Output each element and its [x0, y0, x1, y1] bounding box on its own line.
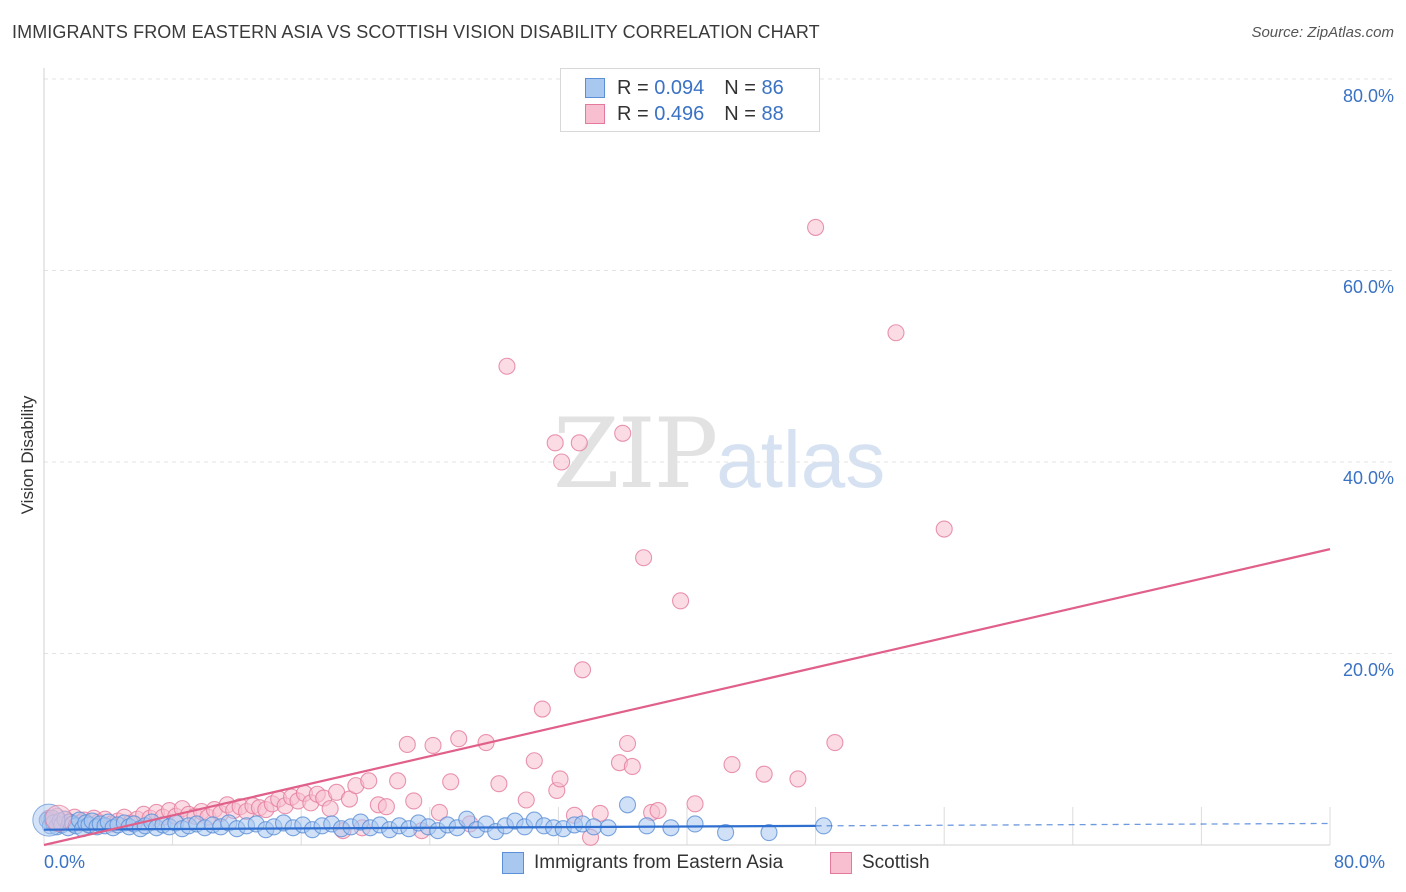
- y-tick-label: 20.0%: [1342, 660, 1394, 680]
- bottom-legend-label: Immigrants from Eastern Asia: [534, 852, 784, 873]
- scottish-point: [649, 801, 667, 820]
- scottish-point: [442, 773, 460, 791]
- scottish-point: [789, 770, 807, 788]
- eastern-asia-point: [618, 796, 637, 814]
- legend-swatch-blue: [585, 78, 605, 98]
- bottom-legend-label: Scottish: [862, 852, 930, 873]
- watermark-atlas: atlas: [716, 415, 886, 504]
- y-tick-label: 40.0%: [1342, 468, 1394, 488]
- eastern-asia-trend-line: [43, 824, 816, 831]
- scottish-point: [517, 791, 535, 809]
- scottish-point: [686, 795, 704, 813]
- legend-n-value: 86: [761, 76, 784, 99]
- scottish-point: [44, 804, 72, 832]
- scottish-point: [570, 434, 588, 452]
- scottish-point: [405, 792, 423, 810]
- scottish-point: [398, 735, 416, 754]
- legend-row-scottish: R = 0.496 N = 88: [585, 101, 784, 127]
- x-tick-label: 80.0%: [1334, 852, 1386, 872]
- scottish-point: [635, 549, 653, 567]
- eastern-asia-trend-extension: [815, 822, 1331, 827]
- scottish-point: [424, 736, 442, 754]
- bottom-legend-scottish[interactable]: Scottish: [830, 852, 930, 874]
- legend-swatch-pink: [585, 104, 605, 124]
- legend-r-label: R =: [617, 76, 649, 99]
- eastern-asia-point: [686, 815, 704, 833]
- scottish-point: [618, 734, 637, 753]
- legend-n-label: N =: [724, 76, 756, 99]
- eastern-asia-point: [662, 819, 680, 837]
- bottom-legend-swatch-pink: [830, 852, 852, 874]
- legend-row-eastern-asia: R = 0.094 N = 86: [585, 75, 784, 101]
- scottish-point: [807, 218, 825, 236]
- x-tick-label: 0.0%: [44, 852, 86, 872]
- legend-n-value: 88: [761, 102, 784, 125]
- scottish-point: [826, 733, 844, 752]
- scottish-point: [614, 424, 632, 442]
- scottish-point: [377, 798, 395, 816]
- y-tick-label: 60.0%: [1342, 277, 1394, 297]
- bottom-legend-swatch-blue: [502, 852, 524, 874]
- scottish-point: [623, 757, 641, 776]
- scottish-point: [935, 520, 953, 538]
- scottish-point: [533, 700, 551, 718]
- y-tick-label: 80.0%: [1342, 86, 1394, 106]
- scottish-trend-line: [43, 548, 1331, 847]
- eastern-asia-point: [717, 824, 735, 842]
- watermark-zip: ZIP: [553, 398, 718, 510]
- legend-n-label: N =: [724, 102, 756, 125]
- scottish-point: [573, 661, 592, 679]
- scottish-point: [321, 800, 339, 818]
- chart-source: Source: ZipAtlas.com: [1251, 24, 1394, 41]
- scottish-point: [553, 453, 571, 471]
- legend-r-value: 0.496: [654, 102, 705, 125]
- legend-r-label: R =: [617, 102, 649, 125]
- scottish-point: [672, 592, 690, 610]
- legend-r-value: 0.094: [654, 76, 705, 99]
- watermark: ZIPatlas: [553, 398, 885, 510]
- scottish-point: [887, 324, 905, 342]
- eastern-asia-point: [760, 824, 778, 842]
- scottish-point: [490, 775, 508, 793]
- scottish-point: [498, 357, 516, 375]
- scottish-point: [546, 434, 564, 452]
- scottish-point: [723, 756, 741, 774]
- scottish-point: [755, 765, 773, 783]
- scottish-point: [430, 803, 448, 821]
- bottom-legend-eastern-asia[interactable]: Immigrants from Eastern Asia: [502, 852, 783, 874]
- scottish-point: [551, 770, 569, 788]
- chart-title: IMMIGRANTS FROM EASTERN ASIA VS SCOTTISH…: [12, 22, 820, 42]
- scottish-point: [525, 752, 543, 770]
- scottish-point: [450, 730, 468, 748]
- scottish-point: [389, 772, 407, 790]
- scottish-point: [360, 772, 378, 790]
- legend: R = 0.094 N = 86 R = 0.496 N = 88: [560, 68, 820, 132]
